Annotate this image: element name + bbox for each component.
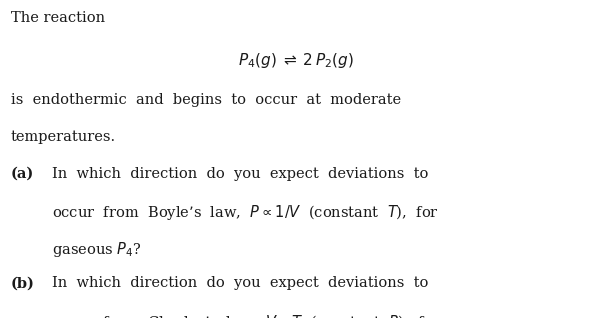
Text: occur  from  Charles’s  law,  $\mathit{V} \propto \mathit{T}$  (constant  $\math: occur from Charles’s law, $\mathit{V} \p… bbox=[52, 313, 440, 318]
Text: (a): (a) bbox=[11, 167, 34, 181]
Text: $\mathit{P}_4(\mathit{g})\;\rightleftharpoons\; 2\,\mathit{P}_2(\mathit{g})$: $\mathit{P}_4(\mathit{g})\;\rightlefthar… bbox=[238, 52, 353, 70]
Text: (b): (b) bbox=[11, 276, 34, 290]
Text: occur  from  Boyle’s  law,  $\mathit{P} \propto 1/\mathit{V}$  (constant  $\math: occur from Boyle’s law, $\mathit{P} \pro… bbox=[52, 203, 439, 222]
Text: temperatures.: temperatures. bbox=[11, 130, 116, 144]
Text: In  which  direction  do  you  expect  deviations  to: In which direction do you expect deviati… bbox=[52, 276, 428, 290]
Text: The reaction: The reaction bbox=[11, 11, 105, 25]
Text: is  endothermic  and  begins  to  occur  at  moderate: is endothermic and begins to occur at mo… bbox=[11, 93, 401, 107]
Text: In  which  direction  do  you  expect  deviations  to: In which direction do you expect deviati… bbox=[52, 167, 428, 181]
Text: gaseous $\mathit{P}_4$?: gaseous $\mathit{P}_4$? bbox=[52, 240, 141, 259]
